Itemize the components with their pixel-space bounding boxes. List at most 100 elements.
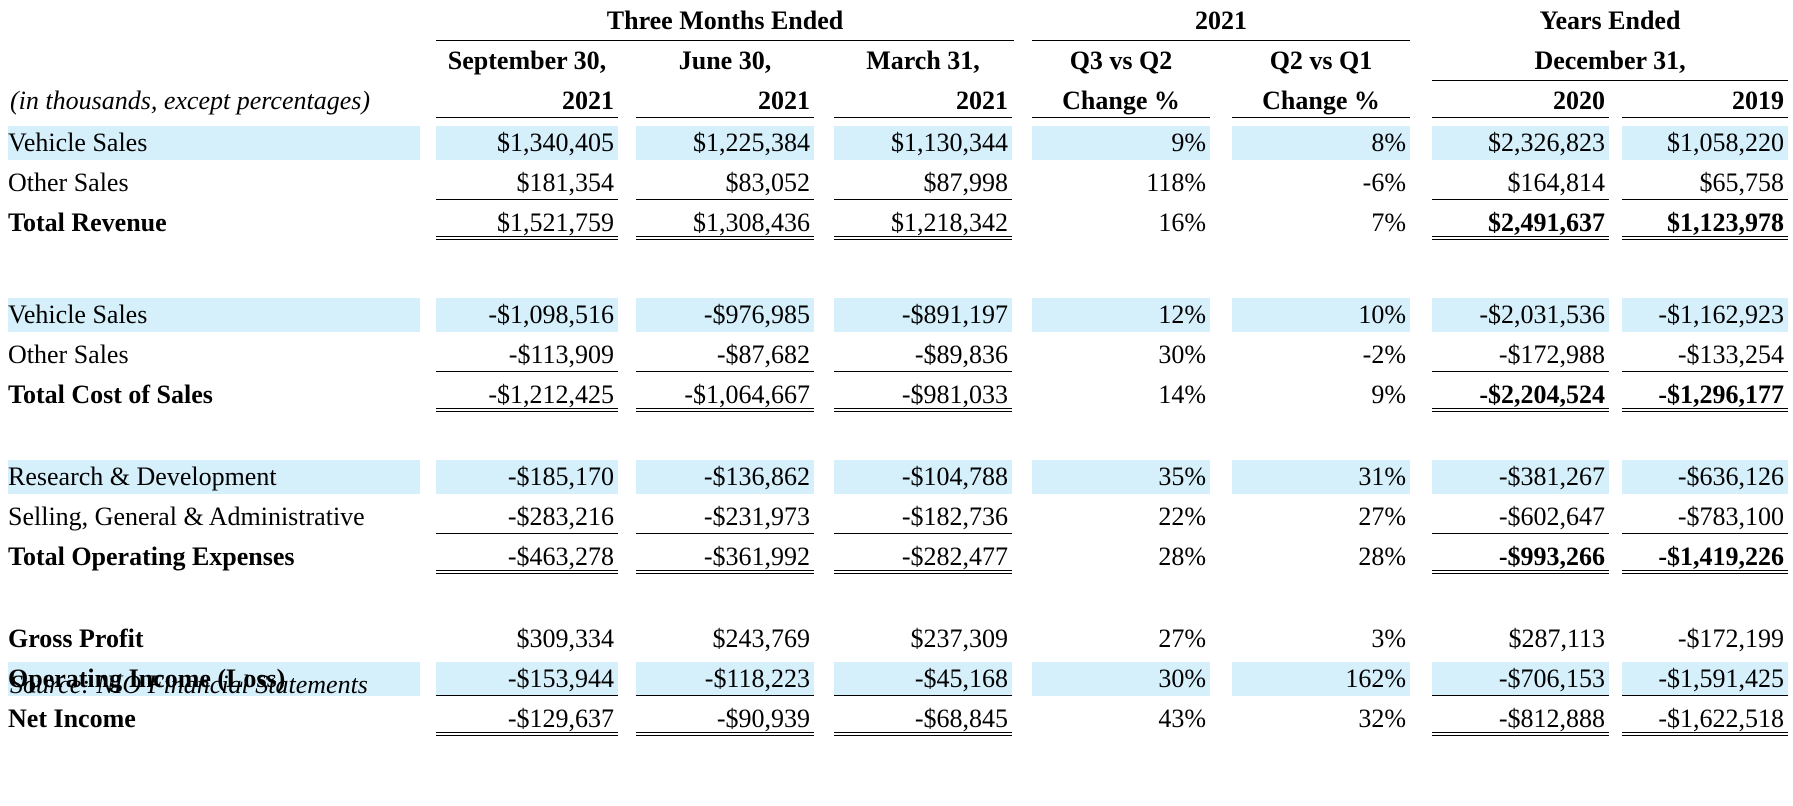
row-value: -$182,736: [834, 500, 1012, 534]
header-col1-line1: September 30,: [447, 46, 607, 75]
row-value: -$783,100: [1622, 500, 1788, 534]
row-value: -$1,064,667: [636, 378, 814, 412]
header-col5-line1: Q2 vs Q1: [1269, 46, 1373, 75]
row-value: -$636,126: [1622, 460, 1788, 494]
row-value: -$1,591,425: [1622, 662, 1788, 696]
row-value: $65,758: [1622, 166, 1788, 200]
row-value: -$282,477: [834, 540, 1012, 574]
row-value: -$2,031,536: [1432, 298, 1609, 332]
row-value: $1,308,436: [636, 206, 814, 240]
row-value: 28%: [1358, 542, 1406, 571]
row-value: 16%: [1158, 208, 1206, 237]
header-col3-line1: March 31,: [866, 46, 980, 75]
row-value: $1,225,384: [636, 126, 814, 160]
row-value: 27%: [1358, 502, 1406, 531]
row-value: -$706,153: [1432, 662, 1609, 696]
row-value: $2,491,637: [1432, 206, 1609, 240]
row-value: 43%: [1158, 704, 1206, 733]
row-label: Research & Development: [8, 460, 420, 494]
row-value: 31%: [1232, 460, 1410, 494]
row-value: $1,340,405: [436, 126, 618, 160]
row-value: -$89,836: [834, 338, 1012, 372]
row-value: $83,052: [636, 166, 814, 200]
row-label: Other Sales: [8, 168, 129, 197]
row-value: $87,998: [834, 166, 1012, 200]
header-three-months-rule: [436, 40, 1014, 41]
row-value: -$185,170: [436, 460, 618, 494]
row-value: -2%: [1362, 340, 1406, 369]
row-value: -$891,197: [834, 298, 1012, 332]
row-value: 7%: [1371, 208, 1406, 237]
row-value: 32%: [1358, 704, 1406, 733]
row-value: -$812,888: [1432, 702, 1609, 736]
row-value: -$136,862: [636, 460, 814, 494]
row-value: -6%: [1362, 168, 1406, 197]
row-value: 27%: [1158, 624, 1206, 653]
row-value: $1,130,344: [834, 126, 1012, 160]
row-label: Vehicle Sales: [8, 126, 420, 160]
header-col3-year: 2021: [834, 84, 1012, 118]
row-value: -$231,973: [636, 500, 814, 534]
row-value: 118%: [1146, 168, 1206, 197]
row-value: -$602,647: [1432, 500, 1609, 534]
row-value: -$104,788: [834, 460, 1012, 494]
row-value: -$113,909: [436, 338, 618, 372]
row-label: Net Income: [8, 704, 136, 733]
row-value: 30%: [1158, 340, 1206, 369]
row-label: Selling, General & Administrative: [8, 502, 365, 531]
row-value: -$90,939: [636, 702, 814, 736]
row-value: 3%: [1371, 624, 1406, 653]
row-value: -$1,622,518: [1622, 702, 1788, 736]
row-label: Other Sales: [8, 340, 129, 369]
row-value: 22%: [1158, 502, 1206, 531]
header-col5-line2: Change %: [1232, 84, 1410, 118]
row-value: 12%: [1032, 298, 1210, 332]
row-label: Operating Income (Loss): [8, 662, 420, 696]
row-value: $1,218,342: [834, 206, 1012, 240]
row-value: $237,309: [910, 624, 1009, 653]
header-col4-line1: Q3 vs Q2: [1069, 46, 1173, 75]
row-value: -$1,098,516: [436, 298, 618, 332]
row-value: -$118,223: [636, 662, 814, 696]
row-value: -$129,637: [436, 702, 618, 736]
row-value: $1,521,759: [436, 206, 618, 240]
row-value: -$1,296,177: [1622, 378, 1788, 412]
row-value: $1,058,220: [1622, 126, 1788, 160]
row-value: -$133,254: [1622, 338, 1788, 372]
row-label: Total Operating Expenses: [8, 542, 295, 571]
row-value: -$283,216: [436, 500, 618, 534]
row-value: 14%: [1158, 380, 1206, 409]
row-value: -$68,845: [834, 702, 1012, 736]
row-value: -$1,419,226: [1622, 540, 1788, 574]
row-value: 10%: [1232, 298, 1410, 332]
row-value: 9%: [1371, 380, 1406, 409]
header-2021-rule: [1032, 40, 1410, 41]
row-value: -$153,944: [436, 662, 618, 696]
row-value: 9%: [1032, 126, 1210, 160]
row-label: Total Revenue: [8, 208, 167, 237]
row-value: 8%: [1232, 126, 1410, 160]
row-value: -$172,988: [1432, 338, 1609, 372]
row-value: 28%: [1158, 542, 1206, 571]
header-2021: 2021: [1195, 6, 1247, 35]
row-value: -$361,992: [636, 540, 814, 574]
row-value: $1,123,978: [1622, 206, 1788, 240]
row-value: $181,354: [436, 166, 618, 200]
header-col7-year: 2019: [1622, 84, 1788, 118]
row-value: -$87,682: [636, 338, 814, 372]
units-note: (in thousands, except percentages): [10, 86, 371, 115]
row-value: -$976,985: [636, 298, 814, 332]
row-value: -$381,267: [1432, 460, 1609, 494]
row-label: Total Cost of Sales: [8, 380, 213, 409]
row-value: -$463,278: [436, 540, 618, 574]
header-col4-line2: Change %: [1032, 84, 1210, 118]
header-years-ended: Years Ended: [1539, 6, 1681, 35]
header-years-rule: [1432, 80, 1788, 81]
source-note: Source: NIO Financial Statements: [10, 670, 368, 699]
row-value: 35%: [1032, 460, 1210, 494]
header-three-months: Three Months Ended: [606, 6, 844, 35]
row-value: -$1,162,923: [1622, 298, 1788, 332]
header-col2-year: 2021: [636, 84, 814, 118]
row-value: $243,769: [712, 624, 811, 653]
row-label: Vehicle Sales: [8, 298, 420, 332]
